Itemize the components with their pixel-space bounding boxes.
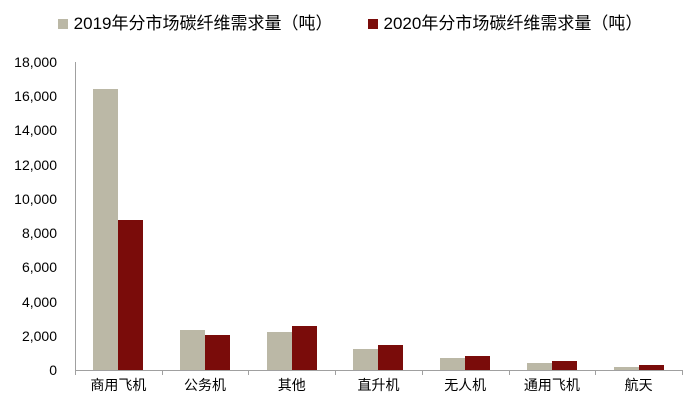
x-axis-category-label: 通用飞机 — [523, 377, 580, 393]
x-axis-category-label: 航天 — [624, 377, 653, 393]
bar-2019-3 — [353, 349, 379, 370]
bar-2019-6 — [613, 366, 639, 370]
x-axis-tick — [421, 370, 423, 375]
bar-group-0 — [75, 89, 162, 370]
bar-2020-0 — [118, 220, 144, 370]
bar-group-4 — [422, 356, 509, 370]
x-axis-tick — [335, 370, 337, 375]
y-axis-tick-label: 12,000 — [14, 156, 57, 173]
y-axis-tick-label: 4,000 — [21, 293, 57, 310]
x-axis-tick — [682, 370, 683, 375]
bar-2019-4 — [440, 358, 466, 370]
bar-2019-5 — [526, 363, 552, 370]
legend-swatch-2020-icon — [367, 19, 378, 29]
x-axis-tick — [595, 370, 597, 375]
legend-swatch-2019-icon — [57, 19, 68, 29]
bar-2020-5 — [551, 361, 577, 370]
bar-2019-1 — [180, 329, 206, 370]
bar-2020-4 — [465, 356, 491, 370]
x-axis-tick — [161, 370, 163, 375]
legend: 2019年分市场碳纤维需求量（吨） 2020年分市场碳纤维需求量（吨） — [0, 13, 700, 35]
x-axis-line — [75, 370, 683, 371]
legend-item-2020: 2020年分市场碳纤维需求量（吨） — [367, 13, 643, 35]
x-axis-category-label: 直升机 — [357, 377, 400, 393]
y-axis-tick-label: 16,000 — [14, 88, 57, 105]
x-axis-category-label: 公务机 — [184, 377, 227, 393]
x-axis-tick — [248, 370, 250, 375]
x-axis-tick — [75, 370, 76, 375]
bar-2020-1 — [205, 334, 231, 370]
legend-item-2019: 2019年分市场碳纤维需求量（吨） — [57, 13, 333, 35]
legend-label-2019: 2019年分市场碳纤维需求量（吨） — [73, 14, 333, 33]
y-axis-tick-label: 0 — [49, 362, 57, 378]
y-axis-tick-label: 6,000 — [21, 259, 57, 276]
y-axis-tick-label: 18,000 — [14, 54, 57, 70]
bar-group-6 — [595, 364, 682, 370]
legend-label-2020: 2020年分市场碳纤维需求量（吨） — [383, 14, 643, 33]
bar-2020-6 — [638, 364, 664, 370]
bar-group-3 — [335, 345, 422, 370]
bar-group-1 — [162, 329, 249, 370]
bar-2020-2 — [291, 325, 317, 370]
bar-2019-2 — [266, 331, 292, 370]
bar-2020-3 — [378, 345, 404, 370]
bar-group-2 — [248, 325, 335, 370]
bar-group-5 — [509, 361, 596, 370]
x-axis-category-label: 其他 — [277, 377, 306, 393]
x-axis-category-label: 商用飞机 — [90, 377, 147, 393]
x-axis-tick — [508, 370, 510, 375]
bar-2019-0 — [93, 89, 119, 370]
y-axis-tick-label: 10,000 — [14, 190, 57, 207]
x-axis-category-label: 无人机 — [444, 377, 487, 393]
y-axis-tick-label: 2,000 — [21, 327, 57, 344]
y-axis-tick-label: 14,000 — [14, 122, 57, 139]
y-axis-line — [75, 62, 76, 370]
y-axis-tick-label: 8,000 — [21, 225, 57, 242]
